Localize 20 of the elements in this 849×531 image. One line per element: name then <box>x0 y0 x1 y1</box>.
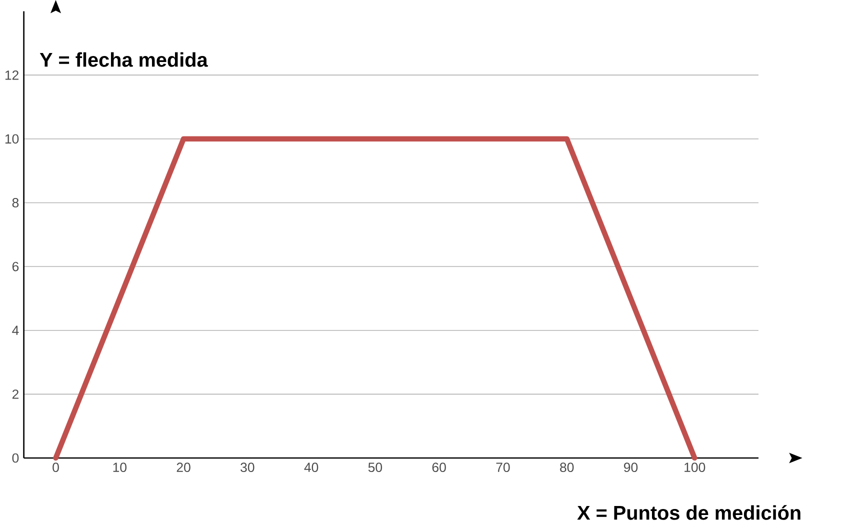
x-tick-label: 20 <box>176 462 190 472</box>
y-tick-label: 4 <box>12 326 19 335</box>
y-tick-label: 12 <box>5 70 18 80</box>
y-tick-label: 0 <box>12 453 19 462</box>
x-tick-label: 90 <box>624 462 638 472</box>
y-tick-label: 2 <box>12 389 18 399</box>
x-tick-label: 30 <box>240 462 254 472</box>
x-tick-label: 50 <box>368 462 382 472</box>
x-tick-label: 100 <box>684 462 706 472</box>
y-tick-label: 6 <box>12 262 19 271</box>
y-tick-label: 10 <box>5 134 19 144</box>
y-axis-title: Y = flecha medida <box>40 52 208 67</box>
y-tick-label: 8 <box>12 198 19 208</box>
x-tick-label: 70 <box>496 462 510 472</box>
x-tick-label: 80 <box>560 462 574 472</box>
x-tick-label: 60 <box>432 462 446 472</box>
x-tick-label: 0 <box>52 462 59 472</box>
x-tick-label: 40 <box>304 462 318 472</box>
x-tick-label: 10 <box>113 462 126 472</box>
x-axis-title: X = Puntos de medición <box>577 504 800 520</box>
